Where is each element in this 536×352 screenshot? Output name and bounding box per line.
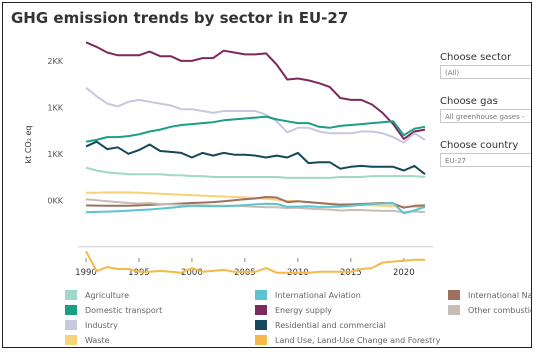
gas-filter[interactable]: Choose gas All greenhouse gases -	[440, 96, 531, 123]
legend-item-energy-supply[interactable]: Energy supply	[255, 305, 332, 315]
legend-swatch	[65, 290, 77, 300]
legend-label: International Aviation	[275, 290, 361, 300]
gas-dropdown[interactable]: All greenhouse gases -	[440, 109, 531, 123]
country-filter-label: Choose country	[440, 140, 519, 151]
legend-swatch	[255, 305, 267, 315]
legend-swatch	[65, 335, 77, 345]
legend-label: Other combustion	[468, 305, 531, 315]
legend-swatch	[448, 305, 460, 315]
legend-label: Agriculture	[85, 290, 129, 300]
y-tick-label: 1KK	[47, 103, 63, 112]
legend-swatch	[65, 320, 77, 330]
legend-swatch	[65, 305, 77, 315]
legend-item-lulucf[interactable]: Land Use, Land-Use Change and Forestry	[255, 335, 440, 345]
series-line-agriculture	[85, 166, 426, 179]
country-filter[interactable]: Choose country EU-27	[440, 140, 531, 167]
y-axis-label: kt CO₂ eq	[24, 126, 33, 164]
sector-filter-label: Choose sector	[440, 52, 512, 63]
legend-item-waste[interactable]: Waste	[65, 335, 110, 345]
series-line-other-combustion	[85, 198, 426, 214]
x-tick-label: 2020	[393, 268, 415, 278]
legend-item-international-aviation[interactable]: International Aviation	[255, 290, 361, 300]
x-tick-label: 2015	[340, 268, 362, 278]
legend-swatch	[255, 290, 267, 300]
series-line-energy-supply	[85, 41, 426, 140]
line-chart: kt CO₂ eq 2KK 1KK 1KK 0KK 1990 1995 2000 2005 201…	[24, 41, 433, 278]
x-tick-label: 2000	[181, 268, 203, 278]
legend-swatch	[448, 290, 460, 300]
legend-item-industry[interactable]: Industry	[65, 320, 118, 330]
legend-item-domestic-transport[interactable]: Domestic transport	[65, 305, 162, 315]
legend-item-agriculture[interactable]: Agriculture	[65, 290, 129, 300]
legend-item-international-navigation[interactable]: International Navi	[448, 290, 532, 300]
legend-swatch	[255, 320, 267, 330]
gas-filter-label: Choose gas	[440, 96, 498, 107]
dashboard-frame: GHG emission trends by sector in EU-27 k…	[2, 2, 532, 348]
series-line-industry	[85, 87, 426, 144]
legend-label: Domestic transport	[85, 305, 163, 315]
legend-label: Land Use, Land-Use Change and Forestry	[275, 335, 441, 345]
legend-label: Industry	[85, 320, 118, 330]
legend-label: Residential and commercial	[275, 320, 386, 330]
legend-swatch	[255, 335, 267, 345]
sector-filter[interactable]: Choose sector (All)	[440, 52, 531, 79]
sector-dropdown[interactable]: (All)	[440, 65, 531, 79]
x-tick-label: 1995	[128, 268, 150, 278]
legend-label: Energy supply	[275, 305, 332, 315]
x-tick-label: 2005	[234, 268, 256, 278]
series-line-residential-and-commercial	[85, 140, 426, 175]
legend-item-other-combustion[interactable]: Other combustion	[448, 305, 531, 315]
page-title: GHG emission trends by sector in EU-27	[11, 9, 349, 27]
y-tick-label: 1KK	[47, 150, 63, 159]
legend-label: Waste	[85, 335, 110, 345]
series-line-land-use-land-use-change-and-forestry	[85, 250, 425, 274]
legend-label: International Navi	[468, 290, 532, 300]
series-line-domestic-transport	[85, 115, 426, 143]
series-line-international-aviation	[85, 202, 426, 215]
country-dropdown[interactable]: EU-27	[440, 153, 531, 167]
y-tick-label: 0KK	[47, 196, 63, 205]
y-tick-label: 2KK	[47, 57, 63, 66]
x-tick-label: 1990	[75, 268, 97, 278]
legend-item-residential-commercial[interactable]: Residential and commercial	[255, 320, 386, 330]
